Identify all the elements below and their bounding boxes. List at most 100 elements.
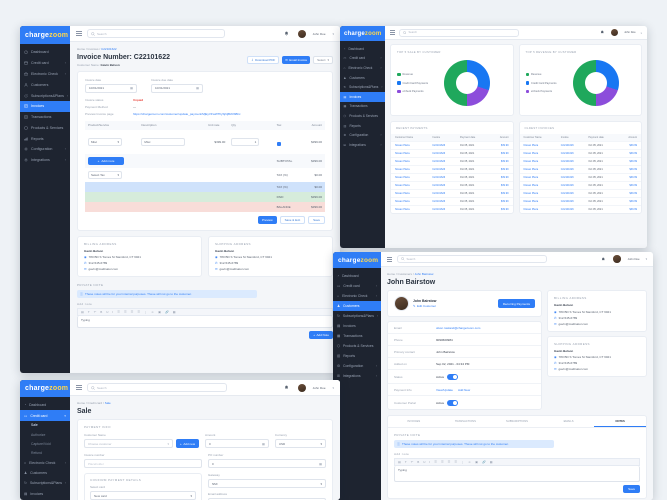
cell-customer-name[interactable]: Nissan Plaza: [395, 144, 410, 147]
qty-input[interactable]: 1: [231, 137, 260, 146]
sidebar-item-products-services[interactable]: ⬡ Products & Services: [333, 341, 381, 351]
select-card-dropdown[interactable]: New card ▾: [90, 491, 196, 500]
tab-emails[interactable]: EMAILS: [563, 419, 574, 423]
sidebar-item-credit-card[interactable]: ▭ Credit card ›: [333, 281, 381, 291]
cell-invoice[interactable]: C22101626: [560, 192, 574, 195]
cell-amount[interactable]: $39.99: [500, 208, 509, 211]
sidebar-item-configuration[interactable]: ⚙ Configuration ›: [333, 361, 381, 371]
cell-customer-name[interactable]: Nissan Plaza: [523, 168, 539, 171]
link-icon[interactable]: 🔗: [481, 460, 486, 464]
table-icon[interactable]: ▦: [489, 460, 493, 464]
invoice-date-input[interactable]: 10/01/2021 ▦: [85, 83, 137, 93]
cell-invoice[interactable]: C22101626: [432, 192, 446, 195]
sidebar-subitem-authorize[interactable]: Authorize: [31, 432, 46, 437]
cell-invoice[interactable]: C22101626: [432, 176, 446, 179]
cell-customer-name[interactable]: Nissan Plaza: [395, 192, 410, 195]
cell-amount[interactable]: $39.99: [629, 192, 637, 195]
source-icon[interactable]: ▤: [398, 460, 401, 464]
sidebar-item-credit-card[interactable]: ▭ Credit card ›: [340, 54, 385, 64]
description-input[interactable]: Misc: [141, 137, 186, 146]
cell-customer-name[interactable]: Nissan Plaza: [395, 176, 410, 179]
edit-customer-link[interactable]: ✎ Edit Customer: [413, 304, 437, 309]
sidebar-item-electronic-check[interactable]: ⌂ Electronic Check ›: [20, 458, 70, 468]
notification-bell-icon[interactable]: [284, 31, 289, 36]
cell-customer-name[interactable]: Nissan Plaza: [523, 208, 539, 211]
sidebar-item-products-services[interactable]: ⬡ Products & Services: [340, 111, 385, 121]
add-more-button[interactable]: + Add more: [88, 156, 124, 165]
cell-amount[interactable]: $39.99: [500, 192, 509, 195]
tab-invoices[interactable]: INVOICES: [407, 419, 421, 423]
list-ul-icon[interactable]: ⋮: [144, 310, 148, 314]
cell-invoice[interactable]: C22101626: [560, 176, 574, 179]
cell-amount[interactable]: $39.99: [629, 144, 637, 147]
align-right-icon[interactable]: ☰: [130, 310, 134, 314]
tab-transactions[interactable]: TRANSACTIONS: [454, 419, 476, 423]
sidebar-item-electronic-check[interactable]: ⌂ Electronic Check ›: [333, 291, 381, 301]
notification-bell-icon[interactable]: [601, 257, 606, 262]
cell-customer-name[interactable]: Nissan Plaza: [395, 160, 410, 163]
tab-notes[interactable]: NOTES: [594, 416, 646, 427]
sidebar-item-configuration[interactable]: ⚙ Configuration ›: [340, 130, 385, 140]
sidebar-item-invoices[interactable]: ▤ Invoices: [20, 489, 70, 499]
cell-customer-name[interactable]: Nissan Plaza: [523, 200, 539, 203]
preview-invoice-link[interactable]: https://chargezoom.com/customer/update_p…: [133, 111, 241, 116]
justify-icon[interactable]: ☰: [454, 460, 458, 464]
sidebar-item-dashboard[interactable]: ◔ Dashboard: [333, 271, 381, 281]
align-center-icon[interactable]: ☰: [123, 310, 127, 314]
avatar[interactable]: [297, 29, 306, 38]
justify-icon[interactable]: ☰: [137, 310, 141, 314]
cell-amount[interactable]: $39.99: [500, 152, 509, 155]
cell-invoice[interactable]: C22101626: [560, 160, 574, 163]
po-number-input[interactable]: 0 ▦: [208, 459, 326, 468]
brand-logo[interactable]: charge zoom: [340, 26, 385, 41]
sidebar-item-transactions[interactable]: ▦ Transactions: [333, 331, 381, 341]
sidebar-item-electronic-check[interactable]: Electronic Check ›: [20, 69, 70, 80]
sidebar-item-invoices[interactable]: ▤ Invoices: [340, 91, 385, 102]
cell-amount[interactable]: $39.99: [629, 168, 637, 171]
undo-icon[interactable]: ↶: [410, 460, 414, 464]
tax-checkbox[interactable]: [276, 141, 281, 146]
email-invoice-button[interactable]: ✉ Email Invoice: [282, 56, 311, 64]
search-input[interactable]: Search: [87, 29, 225, 38]
sidebar-subitem-sale[interactable]: Sale: [31, 423, 38, 428]
cell-invoice[interactable]: C22101626: [560, 152, 574, 155]
product-select[interactable]: Misc ▾: [88, 137, 122, 146]
customer-select[interactable]: Choose customer ▾: [84, 439, 174, 448]
cell-invoice[interactable]: C22101626: [432, 200, 446, 203]
search-input[interactable]: Search: [397, 254, 547, 264]
link-icon[interactable]: 🔗: [164, 310, 169, 314]
bold-icon[interactable]: B: [100, 310, 103, 314]
emoji-icon[interactable]: ☺: [468, 460, 472, 464]
cell-amount[interactable]: $39.99: [500, 184, 509, 187]
sidebar-item-subscriptions-plans[interactable]: Subscriptions&Plans ›: [20, 90, 70, 101]
cell-customer-name[interactable]: Nissan Plaza: [395, 184, 410, 187]
sidebar-item-subscriptions-plans[interactable]: ↻ Subscriptions&Plans ›: [333, 311, 381, 321]
cell-customer-name[interactable]: Nissan Plaza: [523, 160, 539, 163]
sidebar-item-customers[interactable]: ♟ Customers: [333, 301, 381, 311]
cell-amount[interactable]: $39.99: [629, 176, 637, 179]
brand-logo[interactable]: charge zoom: [333, 252, 381, 268]
brand-logo[interactable]: charge zoom: [20, 380, 70, 397]
sidebar-item-integrations[interactable]: ⊞ Integrations ›: [333, 371, 381, 381]
bold-icon[interactable]: B: [417, 460, 420, 464]
sidebar-item-reports[interactable]: ▥ Reports: [340, 121, 385, 131]
menu-toggle-icon[interactable]: [76, 385, 82, 390]
cell-amount[interactable]: $39.99: [500, 160, 509, 163]
sidebar-item-electronic-check[interactable]: ⌂ Electronic Check ›: [340, 63, 385, 73]
breadcrumb-home[interactable]: Home: [77, 47, 86, 51]
cell-amount[interactable]: $39.99: [500, 144, 509, 147]
search-input[interactable]: Search: [399, 28, 519, 37]
sidebar-item-reports[interactable]: ▥ Reports: [333, 351, 381, 361]
tab-subscriptions[interactable]: SUBSCRIPTIONS: [506, 419, 528, 423]
note-editor[interactable]: Typing: [77, 316, 333, 328]
sidebar-subitem-refund[interactable]: Refund: [31, 450, 42, 455]
align-right-icon[interactable]: ☰: [447, 460, 451, 464]
italic-icon[interactable]: I: [112, 310, 114, 314]
cell-customer-name[interactable]: Nissan Plaza: [523, 184, 539, 187]
cell-amount[interactable]: $39.99: [629, 160, 637, 163]
avatar[interactable]: [613, 255, 621, 263]
emoji-icon[interactable]: ☺: [151, 310, 155, 314]
sidebar-item-transactions[interactable]: ▦ Transactions: [340, 102, 385, 112]
sidebar-item-subscriptions-plans[interactable]: ↻ Subscriptions&Plans ›: [20, 478, 70, 488]
menu-toggle-icon[interactable]: [387, 256, 392, 262]
